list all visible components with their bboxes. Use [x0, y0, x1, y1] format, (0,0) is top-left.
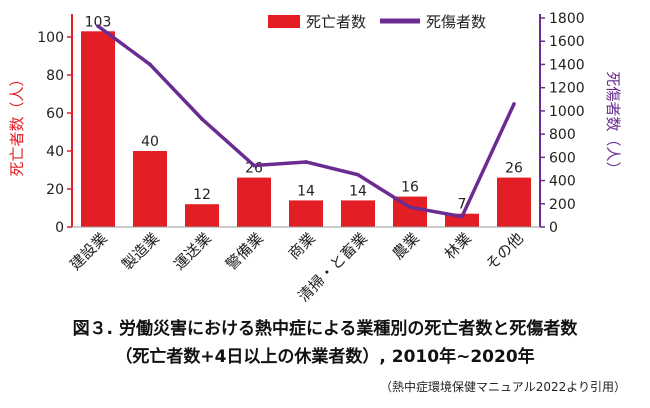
y-tick-label-right-5: 1000 [549, 104, 585, 120]
bar-value-label-2: 12 [193, 187, 211, 203]
line-point-6 [408, 205, 412, 210]
line-point-4 [304, 160, 308, 164]
x-tick-label-3: 警備業 [222, 229, 267, 274]
line-point-1 [148, 62, 152, 67]
bar-3 [237, 177, 271, 227]
y-tick-label-right-8: 1600 [549, 34, 585, 50]
y-axis-title-right: 死傷者数（人） [604, 71, 622, 176]
line-point-0 [96, 24, 100, 28]
legend-label-casualty: 死傷者数 [426, 13, 486, 31]
line-point-7 [460, 214, 464, 219]
bar-8 [497, 177, 531, 227]
y-tick-label-right-4: 800 [549, 127, 576, 143]
line-point-2 [200, 117, 204, 121]
y-tick-label-left-1: 20 [46, 182, 64, 198]
x-tick-label-2: 運送業 [170, 229, 215, 274]
bar-value-label-8: 26 [505, 161, 523, 177]
line-point-8 [512, 102, 516, 106]
y-tick-label-right-3: 600 [549, 150, 576, 166]
y-tick-label-left-4: 80 [46, 68, 64, 84]
bar-5 [341, 200, 375, 227]
y-tick-label-right-0: 0 [549, 220, 558, 236]
y-tick-label-left-3: 60 [46, 106, 64, 122]
bar-value-label-3: 26 [245, 161, 263, 177]
line-point-3 [252, 163, 256, 168]
y-tick-label-right-1: 200 [549, 197, 576, 213]
line-series-group [96, 24, 516, 219]
bar-value-label-4: 14 [297, 183, 315, 199]
x-tick-label-8: その他 [482, 229, 527, 274]
bar-0 [81, 31, 115, 227]
x-tick-label-1: 製造業 [118, 229, 163, 274]
y-tick-label-right-6: 1200 [549, 81, 585, 97]
bar-value-label-6: 16 [401, 180, 419, 196]
bar-value-label-5: 14 [349, 183, 367, 199]
bars-group [81, 31, 531, 227]
bar-7 [445, 213, 479, 227]
figure-caption-line1: 図３. 労働災害における熱中症による業種別の死亡者数と死傷者数 [72, 319, 578, 339]
y-tick-label-right-7: 1400 [549, 57, 585, 73]
legend: 死亡者数 死傷者数 [268, 13, 486, 31]
line-point-5 [356, 172, 360, 177]
x-tick-label-6: 農業 [389, 229, 423, 263]
x-tick-label-7: 林業 [441, 229, 475, 263]
bar-value-label-0: 103 [85, 14, 112, 30]
y-tick-label-right-2: 400 [549, 174, 576, 190]
bar-2 [185, 204, 219, 227]
y-axis-title-left: 死亡者数（人） [8, 71, 26, 176]
legend-swatch-death [268, 15, 300, 28]
y-tick-label-left-2: 40 [46, 144, 64, 160]
axes-group: 0204060801000200400600800100012001400160… [37, 11, 584, 305]
legend-label-death: 死亡者数 [306, 13, 366, 31]
figure-caption-line2: （死亡者数+4日以上の休業者数）, 2010年~2020年 [115, 347, 535, 367]
bar-4 [289, 200, 323, 227]
x-tick-label-0: 建設業 [66, 229, 111, 274]
y-tick-label-left-0: 0 [55, 220, 64, 236]
x-tick-label-4: 商業 [285, 229, 319, 263]
y-tick-label-right-9: 1800 [549, 11, 585, 27]
y-tick-label-left-5: 100 [37, 30, 64, 46]
source-note: （熱中症環境保健マニュアル2022より引用） [380, 380, 626, 394]
bar-1 [133, 151, 167, 227]
bar-value-label-7: 7 [458, 197, 467, 213]
bar-value-label-1: 40 [141, 134, 159, 150]
